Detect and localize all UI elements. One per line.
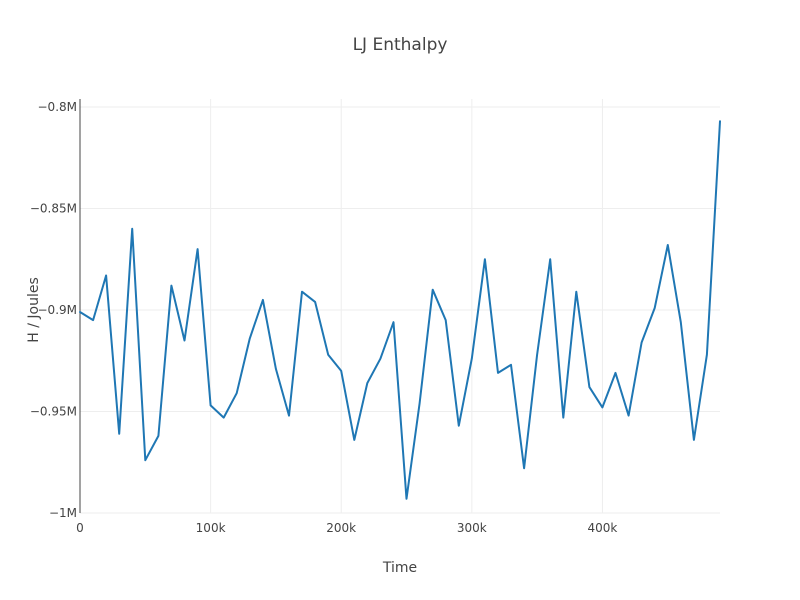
x-tick-label: 200k	[326, 521, 356, 535]
x-axis-title: Time	[382, 560, 417, 576]
y-axis-title: H / Joules	[26, 277, 42, 343]
tick-labels: −0.8M −0.85M −0.9M −0.95M −1M0 100k 200k 300k 40…	[30, 100, 618, 535]
x-tick-label: 400k	[588, 521, 618, 535]
gridlines	[80, 99, 720, 514]
x-tick-label: 0	[76, 521, 84, 535]
y-tick-label: −0.8M	[38, 100, 78, 114]
y-tick-label: −0.95M	[30, 405, 77, 419]
y-tick-label: −0.85M	[30, 202, 77, 216]
series-layer	[79, 120, 721, 500]
x-tick-label: 100k	[196, 521, 226, 535]
y-tick-label: −0.9M	[38, 303, 78, 317]
y-tick-label: −1M	[49, 506, 77, 520]
chart-title: LJ Enthalpy	[353, 35, 448, 55]
x-tick-label: 300k	[457, 521, 487, 535]
series-line	[79, 120, 721, 500]
